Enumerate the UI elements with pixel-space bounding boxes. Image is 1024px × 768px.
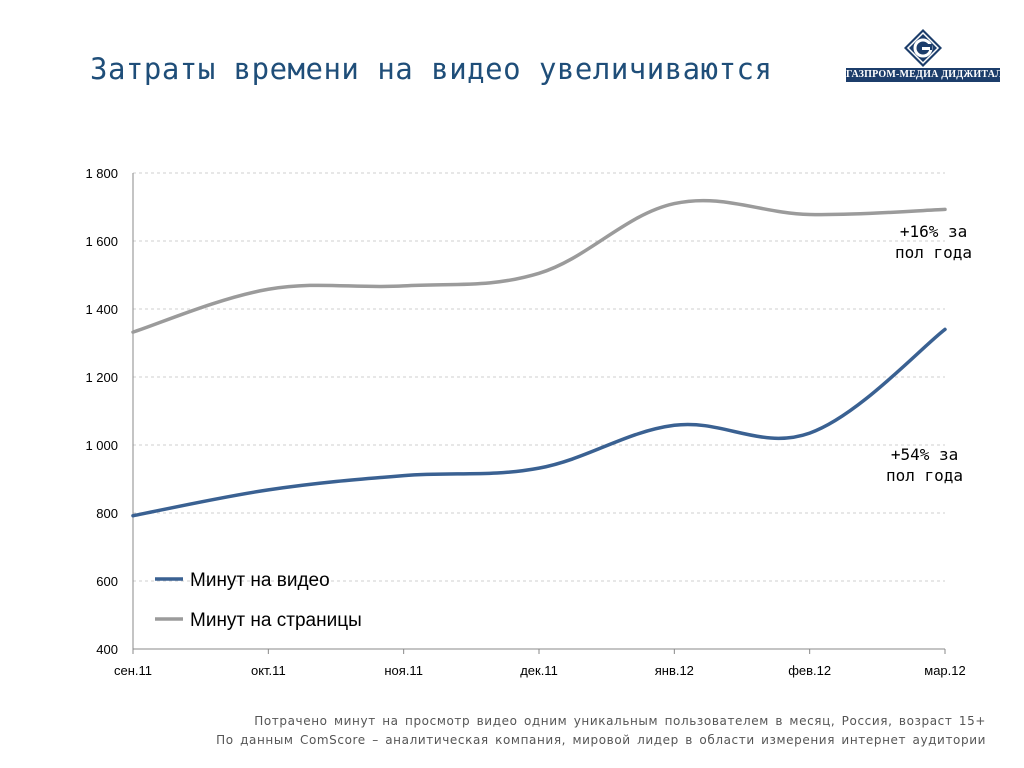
series-line-video (131, 327, 947, 518)
annotation-pages-growth: +16% за пол года (895, 221, 972, 263)
y-tick-label: 600 (96, 574, 118, 589)
annotation-video-line2: пол года (886, 466, 964, 485)
x-axis-labels: сен.11 окт.11 ноя.11 дек.11 янв.12 фев.12 мар.… (114, 663, 966, 678)
series-line-pages (131, 198, 947, 334)
x-tick-label: янв.12 (655, 663, 694, 678)
legend-label: Минут на страницы (190, 610, 362, 631)
footnote-line-1: Потрачено минут на просмотр видео одним … (254, 714, 986, 728)
annotation-pages-line1: +16% за (899, 222, 968, 241)
x-tick-label: окт.11 (251, 663, 286, 678)
logo-plate (846, 68, 1000, 82)
y-tick-label: 1 800 (85, 166, 118, 181)
y-tick-label: 1 600 (85, 234, 118, 249)
annotation-video-line1: +54% за (890, 445, 959, 464)
annotation-video-growth: +54% за пол года (886, 444, 963, 486)
series-lines (131, 198, 947, 518)
x-tick-label: сен.11 (114, 663, 152, 678)
y-axis-labels: 400 600 800 1 000 1 200 1 400 1 600 1 800 (85, 166, 118, 657)
y-tick-label: 1 200 (85, 370, 118, 385)
y-tick-label: 400 (96, 642, 118, 657)
logo-text: ГАЗПРОМ-МЕДИА ДИДЖИТАЛ (846, 69, 1003, 80)
gridlines (133, 172, 945, 582)
legend-label: Минут на видео (190, 570, 330, 591)
y-tick-label: 1 000 (85, 438, 118, 453)
x-tick-label: дек.11 (520, 663, 558, 678)
y-tick-label: 1 400 (85, 302, 118, 317)
annotation-pages-line2: пол года (895, 243, 973, 262)
gazprom-media-logo-icon (904, 29, 942, 67)
chart-legend: Минут на видео Минут на страницы (155, 570, 362, 631)
page-title: Затраты времени на видео увеличиваются (90, 52, 773, 86)
y-tick-label: 800 (96, 506, 118, 521)
x-tick-label: ноя.11 (384, 663, 423, 678)
x-axis-ticks (132, 649, 946, 654)
footnote-line-2: По данным ComScore – аналитическая компа… (216, 733, 986, 747)
company-logo: ГАЗПРОМ-МЕДИА ДИДЖИТАЛ (846, 28, 1003, 84)
x-tick-label: фев.12 (788, 663, 831, 678)
x-tick-label: мар.12 (924, 663, 965, 678)
